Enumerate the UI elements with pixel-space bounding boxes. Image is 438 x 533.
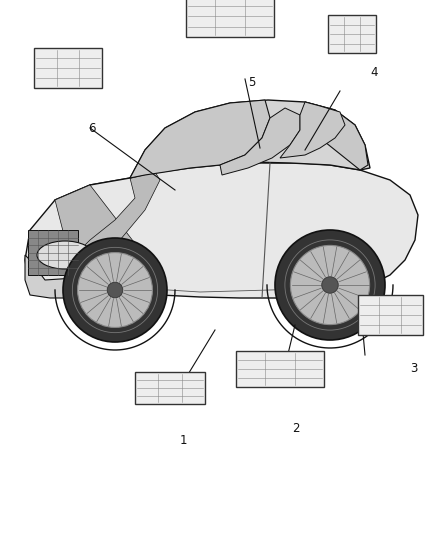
- FancyBboxPatch shape: [236, 351, 324, 387]
- Polygon shape: [280, 102, 345, 158]
- FancyBboxPatch shape: [357, 295, 423, 335]
- Text: 2: 2: [292, 422, 300, 434]
- Circle shape: [63, 238, 167, 342]
- Circle shape: [78, 253, 152, 327]
- Circle shape: [275, 230, 385, 340]
- Polygon shape: [70, 172, 160, 260]
- FancyBboxPatch shape: [328, 15, 376, 53]
- Circle shape: [107, 282, 123, 298]
- FancyBboxPatch shape: [34, 48, 102, 88]
- Polygon shape: [220, 108, 300, 175]
- Text: 1: 1: [180, 433, 187, 447]
- Text: 3: 3: [410, 361, 417, 375]
- Circle shape: [290, 245, 370, 325]
- Text: 5: 5: [248, 77, 255, 90]
- Polygon shape: [25, 255, 80, 298]
- Polygon shape: [130, 100, 270, 178]
- Polygon shape: [30, 167, 190, 280]
- Text: 6: 6: [88, 122, 95, 134]
- Polygon shape: [55, 185, 140, 278]
- FancyBboxPatch shape: [28, 230, 78, 275]
- Polygon shape: [130, 100, 370, 178]
- Ellipse shape: [37, 241, 93, 269]
- Text: 4: 4: [370, 66, 378, 78]
- Circle shape: [322, 277, 338, 293]
- Polygon shape: [305, 102, 368, 170]
- FancyBboxPatch shape: [186, 0, 274, 37]
- Polygon shape: [25, 163, 418, 298]
- FancyBboxPatch shape: [135, 372, 205, 404]
